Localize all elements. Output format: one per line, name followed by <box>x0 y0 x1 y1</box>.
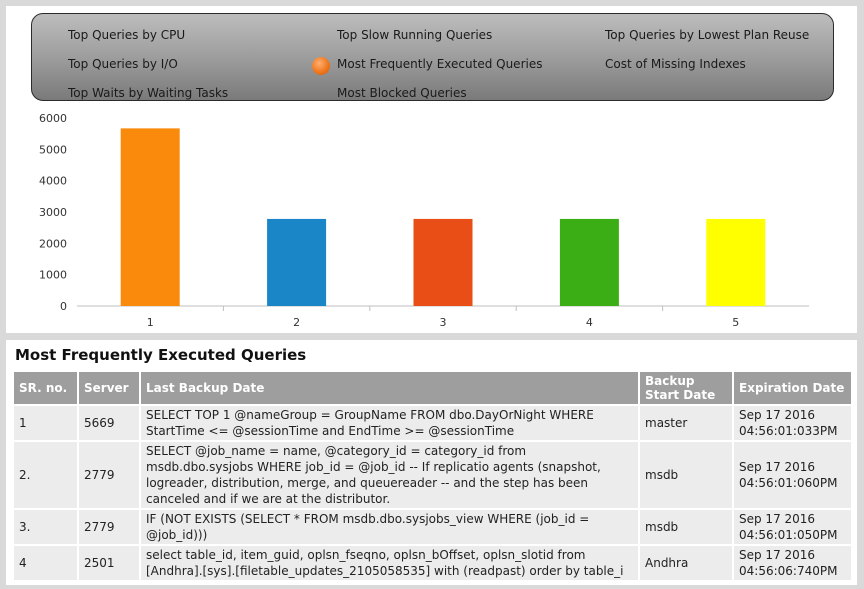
report-panel: Top Queries by CPU Top Queries by I/O To… <box>6 6 857 333</box>
cell-backup-start: Andhra <box>639 545 734 582</box>
menu-top-slow-running[interactable]: Top Slow Running Queries <box>337 28 493 42</box>
col-header-expiration[interactable]: Expiration Date <box>733 372 853 406</box>
cell-expiration: Sep 17 2016 04:56:06:740PM <box>733 545 853 582</box>
cell-backup-start: master <box>639 405 734 442</box>
x-tick-label: 2 <box>293 316 300 329</box>
y-tick-label: 2000 <box>39 237 67 250</box>
cell-server: 2501 <box>78 545 141 582</box>
cell-backup-start: msdb <box>639 509 734 546</box>
cell-query: SELECT @job_name = name, @category_id = … <box>140 441 640 510</box>
cell-sr: 1 <box>14 405 79 442</box>
col-header-server[interactable]: Server <box>78 372 141 406</box>
col-header-sr[interactable]: SR. no. <box>14 372 79 406</box>
cell-query: SELECT TOP 1 @nameGroup = GroupName FROM… <box>140 405 640 442</box>
y-tick-label: 0 <box>60 300 67 313</box>
bar-4[interactable] <box>559 218 619 306</box>
bar-3[interactable] <box>413 218 473 306</box>
cell-server: 2779 <box>78 441 141 510</box>
cell-sr: 4 <box>14 545 79 582</box>
cell-expiration: Sep 17 2016 04:56:01:060PM <box>733 441 853 510</box>
menu-top-queries-cpu[interactable]: Top Queries by CPU <box>68 28 186 42</box>
x-tick-label: 1 <box>147 316 154 329</box>
cell-query: IF (NOT EXISTS (SELECT * FROM msdb.dbo.s… <box>140 509 640 546</box>
x-tick-label: 3 <box>440 316 447 329</box>
cell-query: select table_id, item_guid, oplsn_fseqno… <box>140 545 640 582</box>
cell-sr: 3. <box>14 509 79 546</box>
table-row[interactable]: 2. 2779 SELECT @job_name = name, @catego… <box>14 441 853 510</box>
results-table: SR. no. Server Last Backup Date Backup S… <box>14 372 853 582</box>
y-tick-label: 4000 <box>39 175 67 188</box>
table-title: Most Frequently Executed Queries <box>15 346 307 364</box>
bar-1[interactable] <box>120 128 180 306</box>
col-header-backup-start[interactable]: Backup Start Date <box>639 372 734 406</box>
x-tick-label: 4 <box>586 316 593 329</box>
table-header-row: SR. no. Server Last Backup Date Backup S… <box>14 372 853 406</box>
x-tick-label: 5 <box>732 316 739 329</box>
cell-expiration: Sep 17 2016 04:56:01:050PM <box>733 509 853 546</box>
menu-most-frequent[interactable]: Most Frequently Executed Queries <box>337 57 543 71</box>
table-row[interactable]: 4 2501 select table_id, item_guid, oplsn… <box>14 545 853 582</box>
menu-top-queries-io[interactable]: Top Queries by I/O <box>68 57 178 71</box>
col-header-last-backup[interactable]: Last Backup Date <box>140 372 640 406</box>
y-tick-label: 3000 <box>39 206 67 219</box>
cell-server: 2779 <box>78 509 141 546</box>
menu-lowest-plan-reuse[interactable]: Top Queries by Lowest Plan Reuse <box>605 28 810 42</box>
menu-missing-indexes[interactable]: Cost of Missing Indexes <box>605 57 746 71</box>
cell-server: 5669 <box>78 405 141 442</box>
results-panel: Most Frequently Executed Queries SR. no.… <box>6 340 857 585</box>
bar-chart: 0 1000 2000 3000 4000 5000 6000 1 2 3 4 5 <box>39 112 809 329</box>
y-tick-label: 1000 <box>39 269 67 282</box>
y-tick-label: 6000 <box>39 112 67 125</box>
report-menu: Top Queries by CPU Top Queries by I/O To… <box>31 13 834 101</box>
cell-backup-start: msdb <box>639 441 734 510</box>
bar-5[interactable] <box>706 218 766 306</box>
menu-top-waits[interactable]: Top Waits by Waiting Tasks <box>68 86 229 100</box>
table-row[interactable]: 3. 2779 IF (NOT EXISTS (SELECT * FROM ms… <box>14 509 853 546</box>
bar-2[interactable] <box>267 218 327 306</box>
cell-sr: 2. <box>14 441 79 510</box>
table-row[interactable]: 1 5669 SELECT TOP 1 @nameGroup = GroupNa… <box>14 405 853 442</box>
menu-most-blocked[interactable]: Most Blocked Queries <box>337 86 467 100</box>
cell-expiration: Sep 17 2016 04:56:01:033PM <box>733 405 853 442</box>
y-tick-label: 5000 <box>39 143 67 156</box>
selected-indicator-icon <box>312 57 330 75</box>
